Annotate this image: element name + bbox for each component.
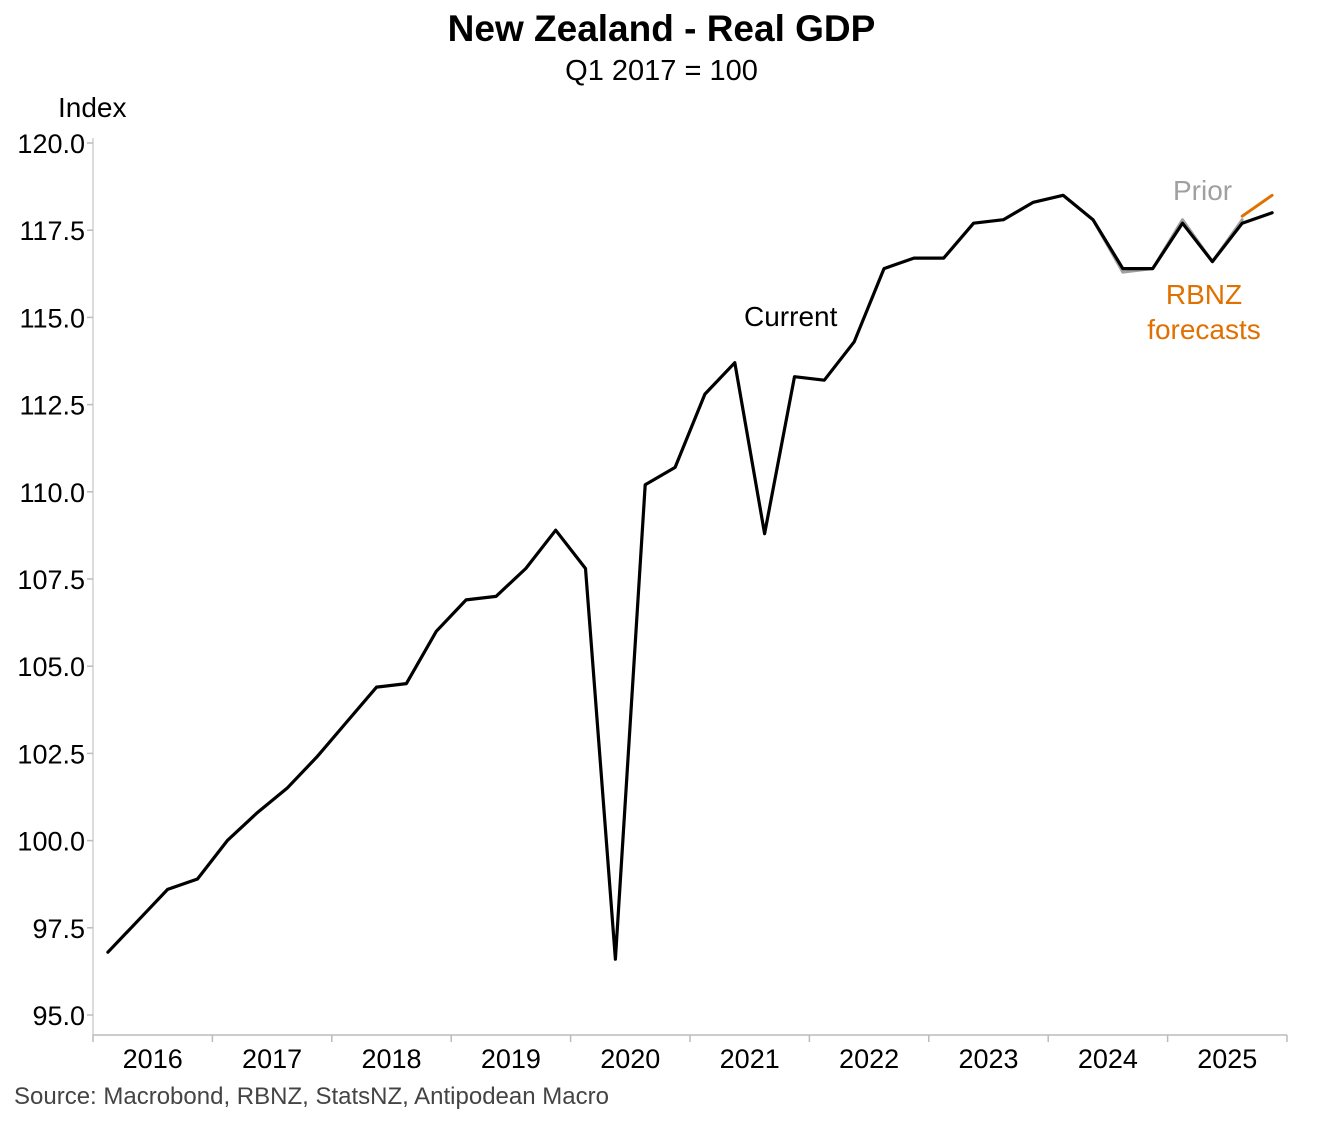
y-tick-label: 102.5 <box>17 739 85 769</box>
x-tick-label: 2024 <box>1078 1044 1138 1074</box>
annotation-rbnz: RBNZ <box>1166 279 1242 310</box>
line-chart: Index 95.0 97.5 100.0 102.5 105.0 107.5 110.0 1… <box>17 92 1288 1074</box>
x-tick-label: 2022 <box>839 1044 899 1074</box>
x-tick-label: 2018 <box>361 1044 421 1074</box>
x-tick-label: 2019 <box>481 1044 541 1074</box>
series-line-rbnz-forecasts <box>1240 193 1274 218</box>
x-tick-label: 2025 <box>1197 1044 1257 1074</box>
annotation-forecasts: forecasts <box>1147 314 1261 345</box>
x-tick-label: 2020 <box>600 1044 660 1074</box>
y-tick-label: 107.5 <box>17 565 85 595</box>
chart-title: New Zealand - Real GDP <box>447 8 876 49</box>
y-tick-label: 115.0 <box>19 303 85 333</box>
y-tick-label: 100.0 <box>17 827 85 857</box>
y-tick-label: 112.5 <box>19 391 85 421</box>
series-line-current <box>106 193 1274 961</box>
x-tick-label: 2023 <box>958 1044 1018 1074</box>
y-tick-label: 117.5 <box>19 216 85 246</box>
x-tick-label: 2017 <box>242 1044 302 1074</box>
y-axis-label: Index <box>58 92 127 123</box>
annotation-prior: Prior <box>1173 175 1232 206</box>
x-tick-label: 2021 <box>720 1044 780 1074</box>
series-lines <box>106 193 1274 961</box>
y-tick-label: 95.0 <box>32 1001 85 1031</box>
source-note: Source: Macrobond, RBNZ, StatsNZ, Antipo… <box>14 1083 609 1110</box>
chart-subtitle: Q1 2017 = 100 <box>565 55 758 87</box>
y-tick-label: 110.0 <box>19 478 85 508</box>
y-tick-label: 105.0 <box>17 652 85 682</box>
x-tick-label: 2016 <box>123 1044 183 1074</box>
y-tick-label: 97.5 <box>32 914 85 944</box>
annotation-current: Current <box>744 301 838 332</box>
axes: 95.0 97.5 100.0 102.5 105.0 107.5 110.0 112.5 11… <box>17 129 1288 1074</box>
y-tick-label: 120.0 <box>17 129 85 159</box>
